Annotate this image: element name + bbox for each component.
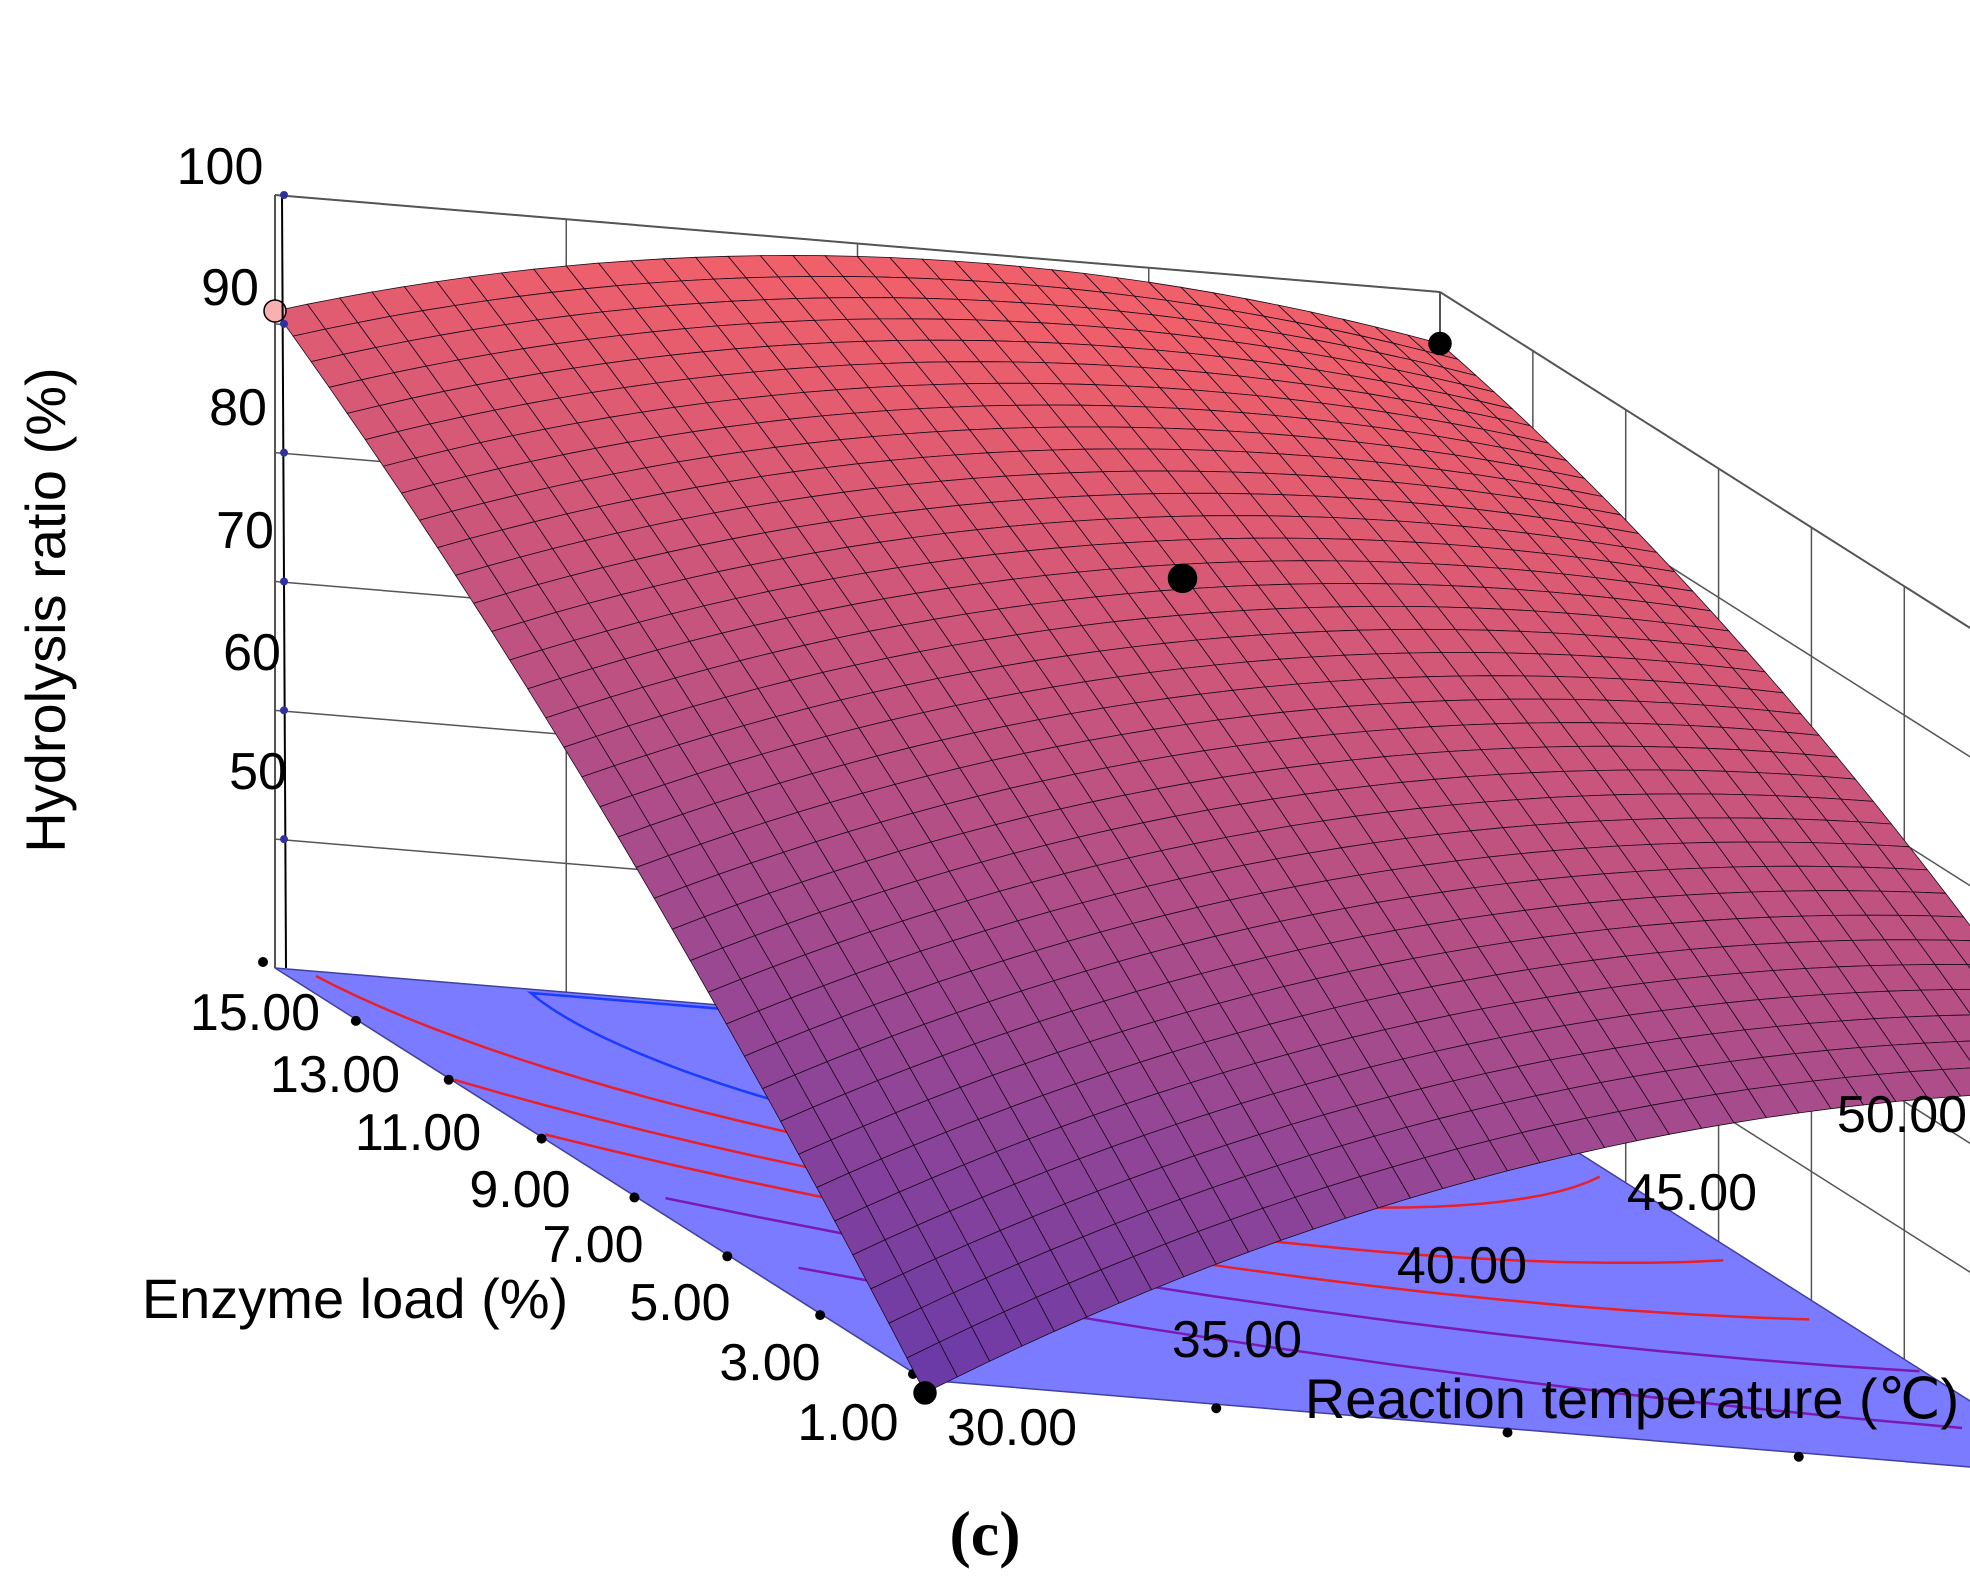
y-tick-label: 35.00 xyxy=(1172,1311,1302,1369)
z-tick-label: 70 xyxy=(216,502,274,560)
x-tick-mark xyxy=(722,1251,733,1262)
x-tick-label: 9.00 xyxy=(469,1161,570,1219)
x-tick-mark xyxy=(815,1310,826,1321)
x-tick-mark xyxy=(629,1192,640,1203)
x-tick-label: 3.00 xyxy=(719,1334,820,1392)
design-point xyxy=(1428,331,1452,356)
surface-cell xyxy=(1934,964,1970,990)
x-tick-label: 5.00 xyxy=(629,1274,730,1332)
x-tick-label: 13.00 xyxy=(270,1046,400,1104)
z-tick-mark xyxy=(280,191,288,199)
surface-cell xyxy=(1948,939,1970,966)
z-tick-mark xyxy=(280,319,288,328)
z-tick-label: 100 xyxy=(177,138,264,196)
z-tick-label: 90 xyxy=(201,259,259,317)
z-tick-mark xyxy=(280,706,288,715)
wall-gridline xyxy=(274,194,1441,293)
y-tick-mark xyxy=(1793,1451,1804,1462)
x-tick-label: 15.00 xyxy=(190,984,320,1042)
surface-cell xyxy=(1930,915,1970,942)
design-points xyxy=(263,299,1452,1405)
surface-cell xyxy=(1937,1014,1970,1042)
z-tick-mark xyxy=(280,835,288,844)
panel-label: (c) xyxy=(949,1498,1020,1569)
wall-gridline xyxy=(1439,291,1970,629)
x-tick-label: 1.00 xyxy=(797,1394,898,1452)
z-axis-title: Hydrolysis ratio (%) xyxy=(14,367,77,852)
surface-cell xyxy=(1956,1040,1970,1062)
z-tick-mark xyxy=(280,577,288,586)
y-tick-label: 45.00 xyxy=(1627,1164,1757,1222)
design-point xyxy=(1167,563,1198,594)
x-tick-mark xyxy=(536,1133,547,1144)
y-tick-label: 50.00 xyxy=(1837,1086,1967,1144)
x-tick-mark xyxy=(443,1074,454,1085)
z-tick-label: 50 xyxy=(229,743,287,801)
response-surface xyxy=(274,254,1970,1394)
surface-cell xyxy=(1941,1067,1970,1097)
z-axis xyxy=(280,191,288,969)
x-tick-mark xyxy=(350,1015,361,1026)
design-point xyxy=(913,1381,937,1405)
surface-cell xyxy=(1952,989,1970,1015)
x-tick-label: 7.00 xyxy=(542,1216,643,1274)
z-tick-label: 80 xyxy=(209,379,267,437)
y-tick-mark xyxy=(1211,1403,1222,1414)
x-axis-title: Enzyme load (%) xyxy=(142,1267,568,1330)
design-point xyxy=(263,299,287,323)
surface-cell xyxy=(1923,1041,1970,1070)
y-axis-title: Reaction temperature (℃) xyxy=(1305,1367,1959,1430)
y-tick-label: 40.00 xyxy=(1397,1237,1527,1295)
x-tick-label: 11.00 xyxy=(355,1104,481,1162)
y-tick-label: 30.00 xyxy=(947,1399,1077,1457)
surface-cell xyxy=(1966,964,1970,969)
z-tick-label: 60 xyxy=(223,624,281,682)
z-tick-mark xyxy=(280,448,288,457)
y-tick-mark xyxy=(1502,1427,1513,1438)
x-tick-mark xyxy=(258,957,268,967)
